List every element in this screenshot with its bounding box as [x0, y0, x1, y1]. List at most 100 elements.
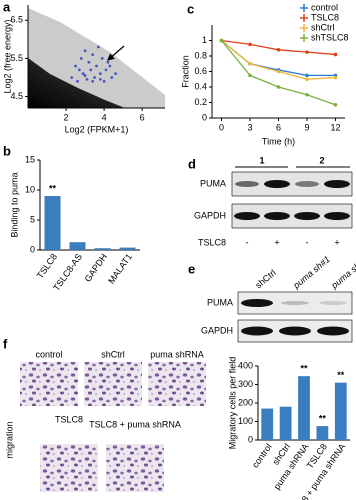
bar: [261, 408, 274, 440]
y-tick-label: 300: [238, 379, 253, 389]
point: [83, 49, 87, 53]
x-tick-label: control: [250, 442, 274, 470]
series-point: [276, 85, 281, 89]
x-tick-label: 9: [304, 122, 309, 132]
panel-label: b: [3, 143, 11, 158]
panel-label: d: [188, 156, 196, 171]
point: [85, 77, 89, 81]
x-tick-label: 4: [102, 112, 107, 122]
y-tick-label: 0.4: [194, 81, 207, 91]
series-point: [248, 42, 252, 47]
y-tick-label: 100: [238, 416, 253, 426]
y-tick-label: 0.6: [194, 66, 207, 76]
series-point: [276, 48, 281, 52]
point: [77, 68, 81, 72]
x-tick-label: MALAT1: [106, 252, 134, 286]
micrograph-label: control: [35, 349, 62, 359]
y-tick-label: 15: [25, 154, 35, 164]
panel-label: c: [187, 1, 194, 16]
point: [95, 64, 98, 68]
y-tick-label: 200: [238, 397, 253, 407]
x-tick-label: 0: [219, 122, 224, 132]
series-point: [305, 77, 309, 82]
point: [102, 79, 106, 83]
y-tick-label: 0.8: [194, 50, 207, 60]
series-point: [333, 75, 338, 80]
y-tick-label: 400: [238, 360, 253, 370]
point: [104, 68, 108, 72]
y-axis-label: Binding to puma: [9, 172, 19, 237]
y-tick-label: 1: [202, 35, 207, 45]
significance: **: [300, 364, 308, 374]
x-tick-label: 12: [330, 122, 340, 132]
legend-label: shCtrl: [311, 22, 335, 32]
point: [114, 72, 117, 76]
series-point: [305, 50, 309, 54]
x-axis-label: Log2 (FPKM+1): [65, 124, 129, 134]
y-axis-label: Fraction: [180, 55, 190, 88]
significance: **: [49, 183, 57, 193]
micrograph-images: [20, 362, 206, 492]
sign: +: [274, 237, 279, 247]
row-label: PUMA: [200, 178, 226, 188]
sign: +: [334, 237, 339, 247]
x-tick-label: 3: [247, 122, 252, 132]
series-point: [248, 73, 252, 78]
series-point: [276, 69, 281, 74]
y-tick-label: 0: [202, 112, 207, 122]
point: [108, 64, 112, 68]
significance: **: [319, 414, 327, 424]
group-label: 2: [319, 155, 324, 165]
series-point: [305, 73, 309, 78]
series-point: [305, 92, 309, 97]
point: [87, 60, 91, 64]
y-tick-label: 5: [30, 214, 35, 224]
y-tick-label: 0: [248, 434, 253, 444]
bar: [44, 196, 61, 250]
point: [100, 57, 104, 60]
panel-label: a: [3, 0, 11, 14]
row-label: PUMA: [207, 297, 233, 307]
y-tick-label: 0.2: [194, 97, 207, 107]
point: [79, 57, 83, 60]
bar: [298, 376, 310, 440]
significance: **: [337, 370, 345, 380]
point: [83, 74, 87, 77]
x-axis-label: Time (h): [262, 136, 295, 146]
point: [81, 72, 85, 76]
bar: [119, 247, 136, 250]
legend-label: shTSLC8: [311, 32, 349, 42]
blot-e: [237, 291, 353, 343]
point: [70, 76, 74, 79]
side-label: migration: [4, 421, 14, 458]
sign: -: [306, 237, 309, 247]
series-line: [221, 39, 336, 80]
point: [74, 64, 77, 68]
legend-label: TSLC8: [311, 12, 339, 22]
panel-label: e: [188, 261, 195, 276]
point: [89, 68, 93, 72]
group-label: 1: [259, 155, 264, 165]
y-tick-label: 4.5: [10, 91, 23, 101]
series-point: [333, 103, 338, 107]
x-tick-label: TSLC8: [35, 252, 59, 281]
lane-label: puma sh#2: [329, 254, 356, 291]
y-axis-label: Migratory cells per field: [227, 357, 237, 450]
micrograph-label: TSLC8 + puma shRNA: [89, 419, 181, 429]
point: [110, 76, 114, 79]
y-tick-label: 10: [25, 184, 35, 194]
panel-label: f: [3, 336, 8, 351]
point: [97, 45, 100, 49]
y-tick-label: 0: [30, 244, 35, 254]
point: [76, 79, 79, 83]
row-label: GAPDH: [194, 210, 226, 220]
blot-d: [231, 166, 353, 229]
point: [98, 72, 102, 76]
series-point: [219, 38, 224, 43]
row-label: GAPDH: [201, 325, 233, 335]
micrograph-label: puma shRNA: [150, 349, 204, 359]
bar: [334, 382, 347, 440]
lane-label: shCtrl: [253, 268, 277, 291]
legend-label: control: [311, 2, 338, 12]
